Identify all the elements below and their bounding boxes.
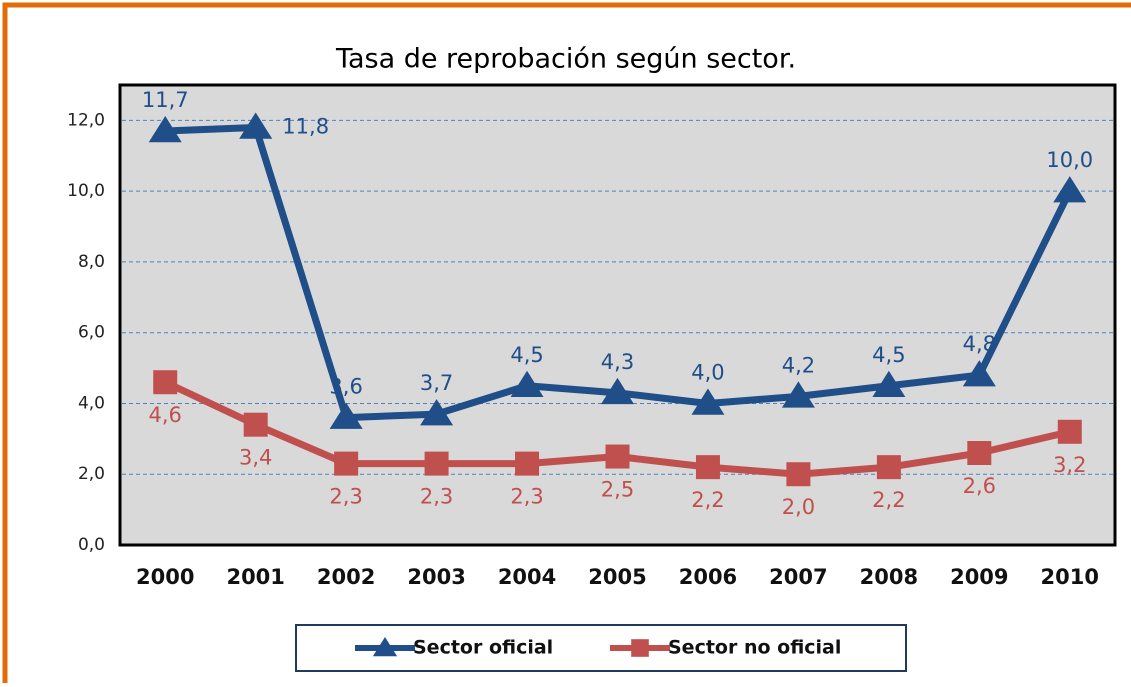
data-marker <box>420 399 454 426</box>
data-marker <box>786 462 811 487</box>
y-tick-label: 8,0 <box>78 252 105 272</box>
x-tick-label: 2009 <box>950 565 1008 589</box>
data-label: 11,7 <box>142 88 189 112</box>
data-label: 2,3 <box>329 485 362 509</box>
data-label: 4,3 <box>601 350 634 374</box>
data-label: 11,8 <box>282 114 329 138</box>
x-tick-label: 2010 <box>1041 565 1099 589</box>
data-label: 2,5 <box>601 478 634 502</box>
data-marker <box>781 381 815 408</box>
data-marker <box>334 451 359 476</box>
x-tick-label: 2000 <box>136 565 194 589</box>
data-marker <box>424 451 449 476</box>
x-tick-label: 2007 <box>769 565 827 589</box>
data-marker <box>153 370 178 395</box>
data-label: 4,5 <box>510 343 543 367</box>
data-label: 2,2 <box>872 488 905 512</box>
data-marker <box>967 441 992 465</box>
data-marker <box>876 455 901 480</box>
y-tick-label: 10,0 <box>67 181 105 201</box>
legend-label: Sector no oficial <box>668 637 841 659</box>
data-marker <box>691 388 725 415</box>
data-label: 4,0 <box>691 360 724 384</box>
data-label: 4,2 <box>782 353 815 377</box>
data-label: 10,0 <box>1046 148 1093 172</box>
data-label: 4,6 <box>149 403 182 427</box>
data-marker <box>1053 176 1087 203</box>
chart-title: Tasa de reprobación según sector. <box>335 44 796 75</box>
data-label: 3,6 <box>329 375 362 399</box>
data-marker <box>872 370 906 398</box>
x-tick-label: 2006 <box>679 565 737 589</box>
x-tick-label: 2005 <box>588 565 646 589</box>
data-marker <box>515 451 540 476</box>
y-tick-label: 2,0 <box>78 464 105 484</box>
data-marker <box>148 116 182 143</box>
x-tick-label: 2001 <box>226 565 284 589</box>
data-label: 3,4 <box>239 446 272 470</box>
legend-marker <box>372 637 398 657</box>
data-label: 3,2 <box>1053 453 1086 477</box>
data-label: 2,3 <box>420 485 453 509</box>
data-marker <box>601 377 634 405</box>
data-label: 2,3 <box>510 485 543 509</box>
data-marker <box>329 402 363 429</box>
legend-label: Sector oficial <box>413 637 553 659</box>
data-label: 4,5 <box>872 343 905 367</box>
x-tick-label: 2008 <box>860 565 918 589</box>
y-tick-label: 4,0 <box>78 393 105 413</box>
data-marker <box>243 412 268 437</box>
data-label: 4,8 <box>963 332 996 356</box>
y-tick-label: 6,0 <box>78 323 105 343</box>
data-marker <box>1057 419 1082 444</box>
data-label: 2,2 <box>691 488 724 512</box>
data-marker <box>605 444 630 469</box>
data-marker <box>239 112 273 139</box>
data-label: 3,7 <box>420 371 453 395</box>
y-tick-label: 0,0 <box>78 535 105 555</box>
data-label: 2,6 <box>963 474 996 498</box>
x-tick-label: 2002 <box>317 565 375 589</box>
data-label: 2,0 <box>782 495 815 519</box>
x-tick-label: 2003 <box>407 565 465 589</box>
x-tick-label: 2004 <box>498 565 556 589</box>
y-tick-label: 12,0 <box>67 110 105 130</box>
legend-marker <box>631 639 649 657</box>
data-marker <box>695 455 720 480</box>
data-marker <box>962 360 996 387</box>
data-marker <box>510 370 544 398</box>
